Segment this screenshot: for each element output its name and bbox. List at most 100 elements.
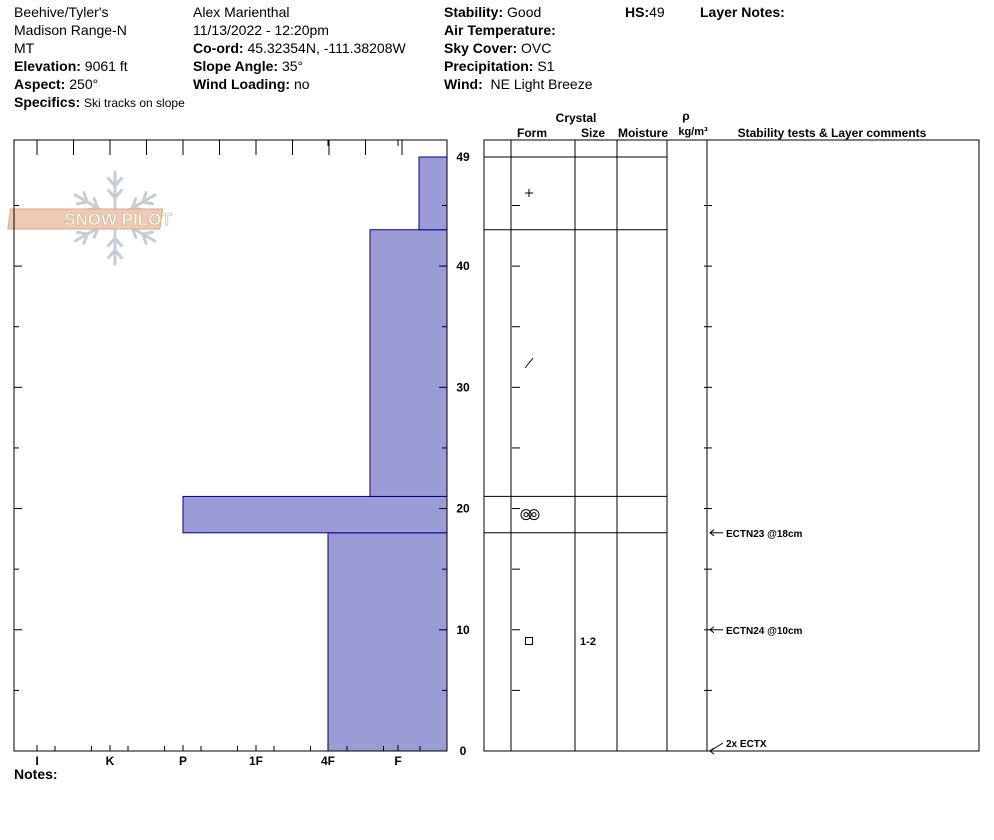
depth-tick-label-10: 10 <box>456 623 470 637</box>
stability-row: Stability: Good <box>444 3 592 21</box>
stability-test-label: ECTN24 @10cm <box>726 626 803 637</box>
snowflake-branch <box>92 226 100 239</box>
wind-label: Wind: <box>444 76 483 92</box>
grain-fragments-icon <box>524 357 534 369</box>
grain-rounded-icon <box>528 509 540 521</box>
grain-size-value: 1-2 <box>580 636 596 648</box>
sky-row: Sky Cover: OVC <box>444 39 592 57</box>
depth-tick-label-49: 49 <box>456 150 470 164</box>
hs-label: HS: <box>625 4 650 20</box>
hardness-bar-3 <box>418 156 448 231</box>
observer-name: Alex Marienthal <box>193 4 290 20</box>
snowflake-branch <box>82 232 89 245</box>
wind-loading-value: no <box>293 76 310 92</box>
wind-row: Wind: NE Light Breeze <box>444 75 592 93</box>
specifics-value: Ski tracks on slope <box>84 96 185 110</box>
snowflake-branch <box>130 226 138 239</box>
stability-test-arrowhead <box>709 747 715 755</box>
elevation-value: 9061 ft <box>84 58 128 74</box>
snowflake-branch <box>75 200 89 206</box>
col-form-header: Form <box>517 126 547 140</box>
snowflake-branch <box>107 176 117 188</box>
logo-text: SNOW PILOT <box>64 210 172 229</box>
snowflake-branch <box>113 248 123 260</box>
col-density-unit: kg/m³ <box>678 126 708 138</box>
stability-test-label: 2x ECTX <box>726 739 767 750</box>
precip-value: S1 <box>537 58 555 74</box>
header-col-location: Beehive/Tyler's Madison Range-N MT Eleva… <box>14 3 185 112</box>
elevation-label: Elevation: <box>14 58 81 74</box>
layer-table-frame <box>483 139 980 752</box>
snowflake-branch <box>107 248 117 260</box>
grain-rounded-icon <box>520 509 532 521</box>
snowflake-branch <box>107 188 117 200</box>
snowflake-branch <box>141 191 148 204</box>
specifics-label: Specifics: <box>14 94 81 110</box>
air-temp-row: Air Temperature: <box>444 21 592 39</box>
coord-label: Co-ord: <box>193 40 244 56</box>
wind-loading-label: Wind Loading: <box>193 76 291 92</box>
snowflake-branch <box>113 236 123 248</box>
wind-value: NE Light Breeze <box>490 76 593 92</box>
observation-datetime: 11/13/2022 - 12:20pm <box>193 22 329 38</box>
slope-value: 35° <box>281 58 304 74</box>
stability-test-arrowhead <box>709 626 715 634</box>
layer-notes-row: Layer Notes: <box>700 3 785 21</box>
snowflake-branch <box>82 191 89 204</box>
depth-tick-label-30: 30 <box>456 380 470 394</box>
layer-notes-label: Layer Notes: <box>700 4 785 20</box>
hardness-bar-0 <box>327 532 448 752</box>
snowflake-branch <box>141 230 155 236</box>
snowpilot-logo: SNOW PILOT <box>7 170 173 266</box>
wind-loading-row: Wind Loading: no <box>193 75 406 93</box>
slope-label: Slope Angle: <box>193 58 279 74</box>
hardness-tick-label-i: I <box>35 754 38 768</box>
depth-tick-label-0: 0 <box>460 744 467 758</box>
aspect-value: 250° <box>69 76 99 92</box>
grain-rounded-icon <box>523 512 529 518</box>
logo-banner <box>7 208 164 230</box>
hardness-tick-label-1f: 1F <box>249 754 263 768</box>
col-crystal-header: Crystal <box>556 111 597 125</box>
hs-row: HS:49 <box>625 3 665 21</box>
notes-label: Notes: <box>14 766 58 782</box>
sky-value: OVC <box>521 40 552 56</box>
snowflake-branch <box>113 188 123 200</box>
snowflake-branch <box>141 232 148 245</box>
depth-tick-label-20: 20 <box>456 502 470 516</box>
hardness-tick-label-k: K <box>106 754 115 768</box>
sky-label: Sky Cover: <box>444 40 518 56</box>
precip-row: Precipitation: S1 <box>444 57 592 75</box>
mountain-range: Madison Range-N <box>14 22 127 38</box>
col-comments-header: Stability tests & Layer comments <box>738 126 927 140</box>
hardness-tick-label-f: F <box>394 754 401 768</box>
stability-test-label: ECTN23 @18cm <box>726 529 803 540</box>
coord-row: Co-ord: 45.32354N, -111.38208W <box>193 39 406 57</box>
elevation-row: Elevation: 9061 ft <box>14 57 185 75</box>
location-name: Beehive/Tyler's <box>14 4 109 20</box>
snowflake-branch <box>113 176 123 188</box>
col-size-header: Size <box>581 126 605 140</box>
stability-value: Good <box>507 4 542 20</box>
snowflake-branch <box>92 197 100 210</box>
stability-label: Stability: <box>444 4 504 20</box>
header-col-conditions: Stability: Good Air Temperature: Sky Cov… <box>444 3 592 93</box>
snowflake-branch <box>141 200 155 206</box>
hardness-frame <box>13 139 448 752</box>
hardness-bar-1 <box>182 495 448 534</box>
aspect-label: Aspect: <box>14 76 66 92</box>
snowflake-branch <box>130 197 138 210</box>
header-col-observer: Alex Marienthal 11/13/2022 - 12:20pm Co-… <box>193 3 406 93</box>
snowflake-branch <box>107 236 117 248</box>
precip-label: Precipitation: <box>444 58 534 74</box>
grain-rounded-icon <box>531 512 537 518</box>
hs-value: 49 <box>649 4 665 20</box>
depth-tick-label-40: 40 <box>456 259 470 273</box>
coord-value: 45.32354N, -111.38208W <box>247 40 406 56</box>
stability-test-arrowhead <box>709 529 715 537</box>
hardness-tick-label-p: P <box>179 754 187 768</box>
hardness-tick-label-4f: 4F <box>321 754 335 768</box>
state: MT <box>14 40 35 56</box>
slope-row: Slope Angle: 35° <box>193 57 406 75</box>
